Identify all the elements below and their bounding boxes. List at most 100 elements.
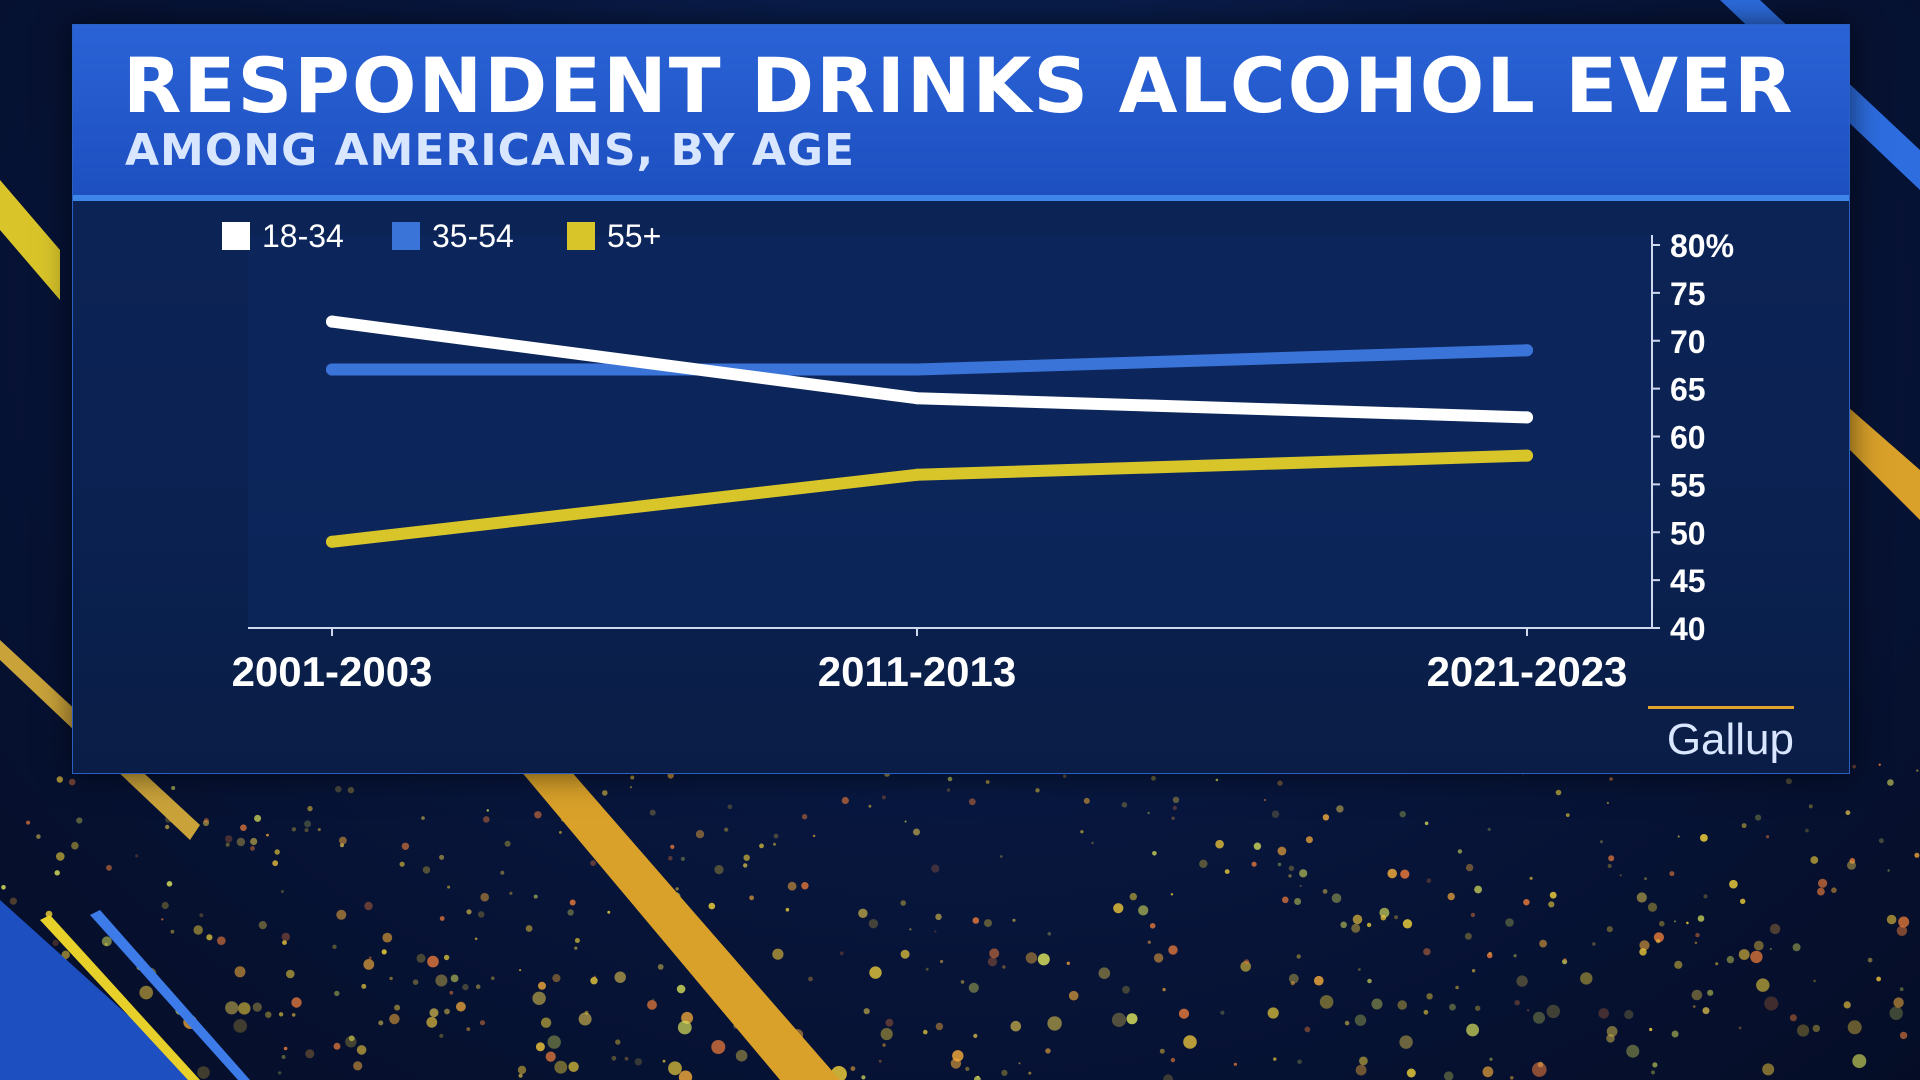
bokeh-dot bbox=[450, 974, 459, 983]
bokeh-dot bbox=[989, 948, 1000, 959]
bokeh-dot bbox=[574, 938, 580, 943]
bokeh-dot bbox=[1896, 925, 1908, 936]
bokeh-dot bbox=[1619, 874, 1622, 877]
bokeh-dot bbox=[909, 928, 912, 931]
bokeh-dot bbox=[1652, 1062, 1658, 1068]
bokeh-dot bbox=[1677, 835, 1680, 838]
bokeh-dot bbox=[254, 814, 262, 822]
bokeh-dot bbox=[1769, 923, 1781, 935]
bokeh-dot bbox=[1267, 1007, 1279, 1019]
bokeh-dot bbox=[801, 882, 809, 890]
data-point-35-54 bbox=[911, 363, 923, 376]
bokeh-dot bbox=[1121, 802, 1128, 808]
bokeh-dot bbox=[466, 1027, 471, 1031]
bokeh-dot bbox=[1656, 939, 1661, 944]
bokeh-dot bbox=[743, 854, 750, 861]
bokeh-dot bbox=[882, 1043, 886, 1047]
bokeh-dot bbox=[545, 1051, 556, 1062]
bokeh-dot bbox=[1183, 1035, 1197, 1049]
bokeh-dot bbox=[1199, 859, 1208, 868]
bokeh-dot bbox=[1831, 887, 1837, 893]
bokeh-dot bbox=[960, 980, 965, 984]
bokeh-dot bbox=[1147, 940, 1151, 944]
bokeh-dot bbox=[850, 1066, 856, 1071]
bokeh-dot bbox=[475, 984, 481, 989]
bokeh-dot bbox=[1703, 894, 1708, 899]
x-tick-label: 2001-2003 bbox=[232, 648, 433, 695]
bokeh-dot bbox=[868, 919, 879, 929]
bokeh-dot bbox=[1867, 957, 1873, 963]
bokeh-dot bbox=[1659, 920, 1665, 927]
bokeh-dot bbox=[291, 827, 297, 832]
bokeh-dot bbox=[1314, 975, 1324, 986]
bokeh-dot bbox=[801, 814, 808, 820]
bokeh-dot bbox=[206, 934, 213, 941]
bokeh-dot bbox=[399, 861, 405, 867]
bokeh-dot bbox=[389, 1013, 400, 1025]
bokeh-dot bbox=[353, 1061, 363, 1071]
bokeh-dot bbox=[258, 921, 267, 930]
bokeh-dot bbox=[333, 1042, 341, 1050]
bokeh-dot bbox=[1636, 892, 1647, 903]
bokeh-dot bbox=[1129, 892, 1138, 901]
bokeh-dot bbox=[1669, 871, 1675, 877]
bokeh-dot bbox=[1083, 797, 1090, 804]
bokeh-dot bbox=[923, 1029, 928, 1035]
bokeh-dot bbox=[532, 991, 546, 1005]
bokeh-dot bbox=[1700, 834, 1708, 842]
bokeh-dot bbox=[727, 804, 733, 810]
bokeh-dot bbox=[708, 902, 716, 910]
x-tick-label: 2021-2023 bbox=[1427, 648, 1628, 695]
bokeh-dot bbox=[607, 910, 611, 914]
bokeh-dot bbox=[1607, 864, 1612, 868]
bokeh-dot bbox=[880, 1027, 893, 1041]
bokeh-dot bbox=[1470, 912, 1476, 918]
legend-swatch-18-34 bbox=[222, 222, 250, 250]
bokeh-dot bbox=[1514, 1000, 1520, 1006]
bokeh-dot bbox=[1371, 998, 1383, 1010]
bokeh-dot bbox=[1233, 1062, 1237, 1066]
bokeh-dot bbox=[1271, 810, 1280, 818]
bokeh-dot bbox=[881, 795, 886, 800]
bokeh-dot bbox=[869, 966, 882, 979]
bokeh-dot bbox=[868, 804, 872, 808]
bokeh-dot bbox=[1455, 985, 1459, 990]
bokeh-dot bbox=[947, 776, 953, 782]
source-label: Gallup bbox=[1666, 715, 1794, 764]
plot-area bbox=[248, 235, 1652, 628]
bokeh-dot bbox=[1606, 801, 1609, 804]
bokeh-dot bbox=[538, 981, 546, 990]
legend-swatch-35-54 bbox=[392, 222, 420, 250]
bokeh-dot bbox=[54, 870, 60, 876]
bokeh-dot bbox=[26, 820, 31, 825]
bokeh-dot bbox=[363, 959, 375, 970]
bokeh-dot bbox=[1215, 839, 1224, 849]
bokeh-dot bbox=[1702, 1007, 1710, 1015]
bokeh-dot bbox=[940, 959, 944, 964]
bokeh-dot bbox=[1304, 1026, 1311, 1033]
bokeh-dot bbox=[1818, 878, 1828, 888]
bokeh-dot bbox=[1240, 961, 1251, 972]
bokeh-dot bbox=[1288, 973, 1299, 984]
bokeh-dot bbox=[1886, 914, 1897, 925]
chart-subtitle: AMONG AMERICANS, BY AGE bbox=[125, 125, 856, 176]
bokeh-dot bbox=[1344, 1020, 1350, 1026]
bokeh-dot bbox=[286, 969, 295, 979]
bokeh-dot bbox=[250, 837, 258, 846]
bokeh-dot bbox=[614, 971, 626, 983]
bokeh-dot bbox=[1893, 997, 1904, 1008]
bokeh-dot bbox=[1406, 1068, 1416, 1078]
bokeh-dot bbox=[1505, 918, 1514, 927]
bokeh-dot bbox=[677, 1020, 692, 1035]
bokeh-dot bbox=[1729, 879, 1738, 889]
bokeh-dot bbox=[1817, 887, 1825, 896]
bokeh-dot bbox=[381, 949, 387, 955]
bokeh-dot bbox=[161, 918, 164, 921]
bokeh-dot bbox=[1426, 993, 1433, 1000]
bokeh-dot bbox=[1878, 838, 1884, 844]
chart-title: RESPONDENT DRINKS ALCOHOL EVER bbox=[123, 41, 1795, 130]
bokeh-dot bbox=[1172, 796, 1180, 803]
bokeh-dot bbox=[166, 881, 173, 887]
y-tick-label: 60 bbox=[1670, 420, 1706, 456]
